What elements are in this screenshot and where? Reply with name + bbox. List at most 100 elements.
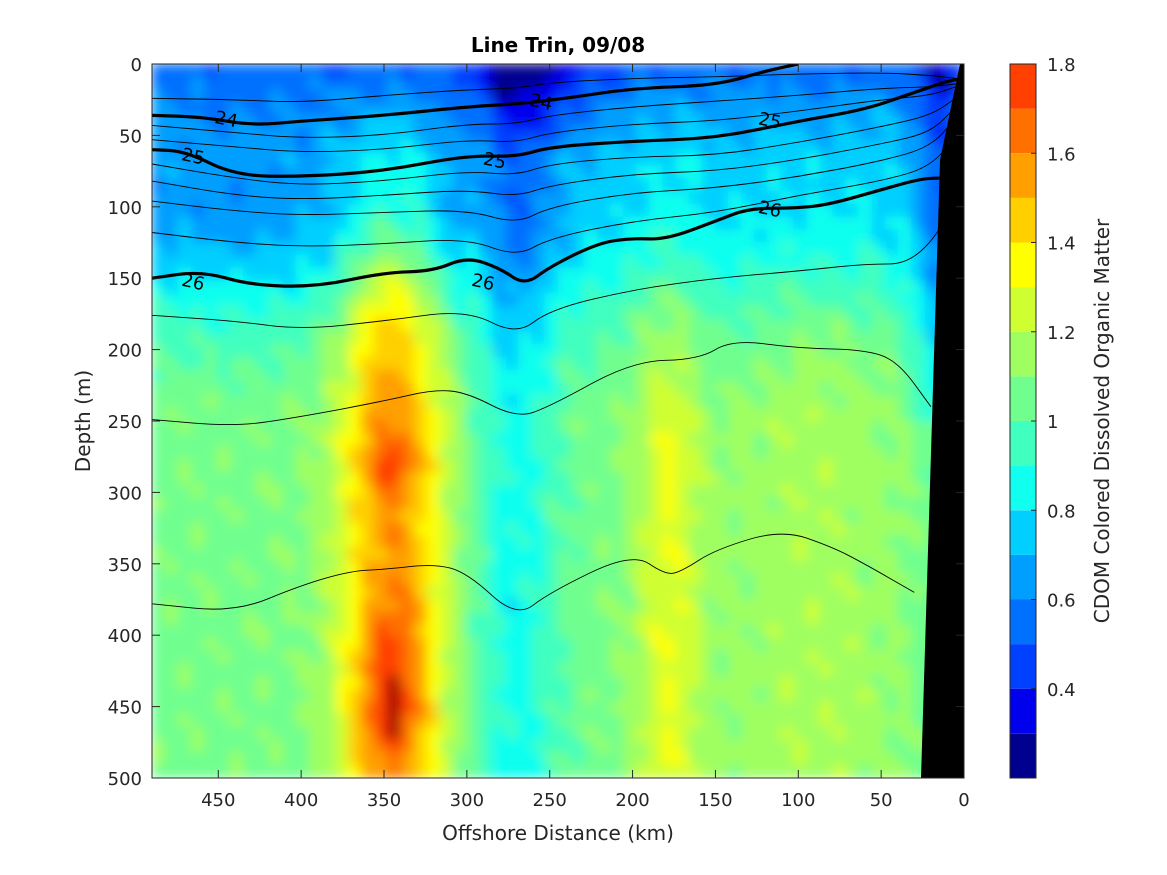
cdom-cell xyxy=(754,229,769,244)
cdom-cell xyxy=(203,216,218,231)
cdom-cell xyxy=(334,650,349,664)
cdom-cell xyxy=(164,178,179,193)
cdom-cell xyxy=(361,662,376,677)
cdom-cell xyxy=(256,675,271,690)
cdom-cell xyxy=(884,484,899,499)
cdom-cell xyxy=(217,650,232,664)
cdom-cell xyxy=(609,611,624,626)
cdom-cell xyxy=(308,293,323,307)
cdom-cell xyxy=(531,688,546,703)
cdom-cell xyxy=(636,726,651,741)
cdom-cell xyxy=(465,407,480,422)
cdom-cell xyxy=(505,599,520,613)
cdom-cell xyxy=(740,267,755,282)
cdom-cell xyxy=(557,752,572,766)
cdom-cell xyxy=(269,688,284,703)
cdom-cell xyxy=(832,675,847,690)
cdom-cell xyxy=(623,522,638,537)
cdom-cell xyxy=(675,739,690,754)
cdom-cell xyxy=(243,471,258,486)
cdom-cell xyxy=(649,101,664,116)
cdom-cell xyxy=(256,420,271,435)
cdom-cell xyxy=(544,739,559,754)
cdom-cell xyxy=(269,433,284,448)
cdom-cell xyxy=(230,395,245,409)
cdom-cell xyxy=(387,662,402,677)
cdom-cell xyxy=(675,752,690,766)
cdom-cell xyxy=(557,599,572,613)
cdom-cell xyxy=(374,191,389,205)
cdom-cell xyxy=(754,407,769,422)
cdom-cell xyxy=(465,739,480,754)
cdom-cell xyxy=(334,458,349,473)
cdom-cell xyxy=(177,560,192,575)
cdom-cell xyxy=(282,599,297,613)
cdom-cell xyxy=(413,548,428,562)
cdom-cell xyxy=(190,344,205,358)
cdom-cell xyxy=(164,114,179,129)
cdom-cell xyxy=(662,764,677,778)
cdom-cell xyxy=(361,764,376,778)
cdom-cell xyxy=(243,752,258,766)
cdom-cell xyxy=(701,739,716,754)
cdom-cell xyxy=(544,267,559,282)
cdom-cell xyxy=(806,446,821,460)
cdom-cell xyxy=(348,701,363,715)
cdom-cell xyxy=(190,675,205,690)
cdom-cell xyxy=(623,497,638,511)
cdom-cell xyxy=(505,573,520,588)
cdom-cell xyxy=(609,701,624,715)
cdom-cell xyxy=(701,509,716,524)
cdom-cell xyxy=(596,522,611,537)
cdom-cell xyxy=(321,89,336,103)
cdom-cell xyxy=(518,650,533,664)
cdom-cell xyxy=(740,624,755,639)
cdom-cell xyxy=(478,662,493,677)
cdom-cell xyxy=(832,662,847,677)
cdom-cell xyxy=(387,293,402,307)
cdom-cell xyxy=(688,688,703,703)
cdom-cell xyxy=(465,662,480,677)
cdom-cell xyxy=(662,433,677,448)
cdom-cell xyxy=(623,242,638,256)
cdom-cell xyxy=(557,548,572,562)
cdom-cell xyxy=(596,344,611,358)
cdom-cell xyxy=(754,764,769,778)
cdom-cell xyxy=(531,356,546,371)
cdom-cell xyxy=(675,305,690,320)
cdom-cell xyxy=(256,267,271,282)
cdom-cell xyxy=(518,344,533,358)
cdom-cell xyxy=(898,318,913,333)
cdom-cell xyxy=(492,280,507,295)
cdom-cell xyxy=(334,752,349,766)
y-tick-label: 0 xyxy=(131,55,142,76)
cdom-cell xyxy=(675,726,690,741)
cdom-cell xyxy=(505,254,520,269)
x-tick-label: 150 xyxy=(698,790,732,811)
cdom-cell xyxy=(230,624,245,639)
cdom-cell xyxy=(452,611,467,626)
cdom-cell xyxy=(871,254,886,269)
cdom-cell xyxy=(858,254,873,269)
cdom-cell xyxy=(727,560,742,575)
cdom-cell xyxy=(387,242,402,256)
cdom-cell xyxy=(374,535,389,550)
cdom-cell xyxy=(898,191,913,205)
cdom-cell xyxy=(203,382,218,397)
cdom-cell xyxy=(740,662,755,677)
cdom-cell xyxy=(203,471,218,486)
cdom-cell xyxy=(623,662,638,677)
cdom-cell xyxy=(649,203,664,218)
cdom-cell xyxy=(845,395,860,409)
cdom-cell xyxy=(177,611,192,626)
cdom-cell xyxy=(152,318,166,333)
cdom-cell xyxy=(282,611,297,626)
cdom-cell xyxy=(505,420,520,435)
cdom-cell xyxy=(754,624,769,639)
cdom-cell xyxy=(609,254,624,269)
cdom-cell xyxy=(243,726,258,741)
cdom-cell xyxy=(152,650,166,664)
cdom-cell xyxy=(609,305,624,320)
cdom-cell xyxy=(675,484,690,499)
cdom-cell xyxy=(505,165,520,180)
